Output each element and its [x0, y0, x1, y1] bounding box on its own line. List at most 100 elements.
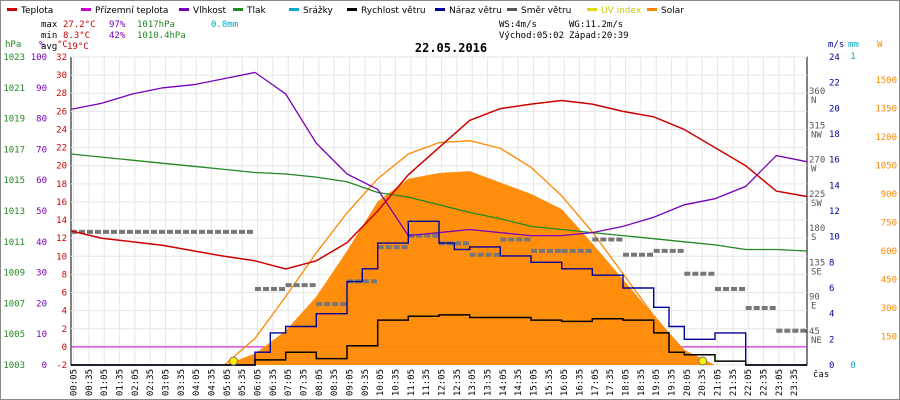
legend-label-2: Vlhkost [193, 6, 226, 16]
x-tick-23: 11:35 [422, 369, 432, 396]
temp-tick-12: 8 [62, 270, 67, 280]
x-tick-44: 22:05 [744, 369, 754, 396]
press-tick-10: 1003 [3, 361, 25, 371]
legend-swatch-6 [435, 8, 445, 11]
solar-tick-7: 450 [881, 275, 897, 285]
legend-swatch-7 [507, 8, 517, 11]
dir-tick-10: 135 [809, 258, 825, 268]
wind-tick-8: 8 [829, 258, 834, 268]
wind-tick-10: 4 [829, 310, 834, 320]
temp-tick-3: 26 [56, 107, 67, 117]
press-tick-5: 1013 [3, 207, 25, 217]
pressure-line [70, 153, 808, 252]
uv-marker-0 [229, 356, 239, 366]
x-tick-27: 13:35 [484, 369, 494, 396]
x-tick-7: 03:35 [177, 369, 187, 396]
legend-swatch-0 [7, 8, 17, 11]
solar-tick-2: 1200 [875, 133, 897, 143]
temp-tick-6: 20 [56, 162, 67, 172]
stat-min-label: min [41, 31, 57, 41]
wind-unit: m/s [828, 40, 844, 50]
x-tick-1: 00:35 [85, 369, 95, 396]
solar-tick-9: 150 [881, 332, 897, 342]
x-tick-40: 20:05 [683, 369, 693, 396]
temp-tick-15: 2 [62, 325, 67, 335]
solar-tick-3: 1050 [875, 161, 897, 171]
series-marks [70, 71, 808, 366]
x-tick-34: 17:05 [591, 369, 601, 396]
x-tick-17: 08:35 [330, 369, 340, 396]
wind-tick-1: 22 [829, 79, 840, 89]
hum-tick-2: 80 [36, 115, 47, 125]
x-tick-32: 16:05 [560, 369, 570, 396]
x-tick-30: 15:05 [530, 369, 540, 396]
temp-tick-2: 28 [56, 89, 67, 99]
temp-tick-0: 32 [56, 53, 67, 63]
legend-swatch-9 [647, 8, 657, 11]
x-tick-31: 15:35 [545, 369, 555, 396]
x-tick-35: 17:35 [606, 369, 616, 396]
legend-label-5: Rychlost větru [361, 6, 426, 16]
legend-swatch-5 [347, 8, 357, 11]
x-tick-21: 10:35 [392, 369, 402, 396]
hum-unit: % [39, 40, 45, 50]
x-tick-47: 23:35 [790, 369, 800, 396]
dir-tick-13: E [811, 302, 816, 312]
dir-tick-8: 180 [809, 224, 825, 234]
x-tick-22: 11:05 [407, 369, 417, 396]
rain-tick-1: 0 [850, 361, 855, 371]
x-tick-43: 21:35 [729, 369, 739, 396]
wind-tick-11: 2 [829, 335, 834, 345]
dir-tick-2: 315 [809, 121, 825, 131]
legend-label-9: Solar [661, 6, 684, 16]
wind-tick-5: 14 [829, 181, 840, 191]
legend-swatch-3 [233, 8, 243, 11]
wind-tick-7: 10 [829, 233, 840, 243]
wind-tick-0: 24 [829, 53, 840, 63]
temp-tick-14: 4 [62, 307, 67, 317]
x-tick-12: 06:05 [254, 369, 264, 396]
wind-speed-line [71, 314, 807, 366]
stat-avg-temp: 19°C [67, 42, 89, 52]
axis-ticks: 1023102110191017101510131011100910071005… [3, 52, 897, 396]
press-unit: hPa [5, 40, 21, 50]
x-tick-6: 03:05 [162, 369, 172, 396]
x-tick-0: 00:05 [70, 369, 80, 396]
x-tick-24: 12:05 [438, 369, 448, 396]
press-tick-8: 1007 [3, 299, 25, 309]
press-tick-3: 1017 [3, 145, 25, 155]
dir-tick-11: SE [811, 267, 822, 277]
stat-wg: WG:11.2m/s [569, 20, 623, 30]
dir-tick-6: 225 [809, 190, 825, 200]
stat-max-temp: 27.2°C [63, 20, 96, 30]
stat-max-hum: 97% [109, 20, 126, 30]
temperature-line [70, 99, 808, 270]
press-tick-2: 1019 [3, 115, 25, 125]
stat-max-press: 1017hPa [137, 20, 175, 30]
legend-swatch-1 [81, 8, 91, 11]
dir-tick-15: NE [811, 336, 822, 346]
legend-swatch-2 [179, 8, 189, 11]
x-tick-13: 06:35 [269, 369, 279, 396]
x-tick-2: 01:05 [100, 369, 110, 396]
x-tick-39: 19:35 [668, 369, 678, 396]
temp-tick-1: 30 [56, 71, 67, 81]
press-tick-9: 1005 [3, 330, 25, 340]
dir-tick-12: 90 [809, 293, 820, 303]
stat-min-press: 1010.4hPa [137, 31, 186, 41]
solar-tick-8: 300 [881, 304, 897, 314]
dir-tick-3: NW [811, 130, 822, 140]
wind-tick-2: 20 [829, 104, 840, 114]
hum-tick-7: 30 [36, 269, 47, 279]
x-tick-25: 12:35 [453, 369, 463, 396]
x-tick-15: 07:35 [300, 369, 310, 396]
x-tick-28: 14:05 [499, 369, 509, 396]
x-tick-36: 18:05 [622, 369, 632, 396]
legend-label-4: Srážky [303, 6, 334, 16]
x-tick-46: 23:05 [775, 369, 785, 396]
press-tick-6: 1011 [3, 238, 25, 248]
dir-tick-4: 270 [809, 156, 825, 166]
stat-min-hum: 42% [109, 31, 126, 41]
hum-tick-1: 90 [36, 84, 47, 94]
